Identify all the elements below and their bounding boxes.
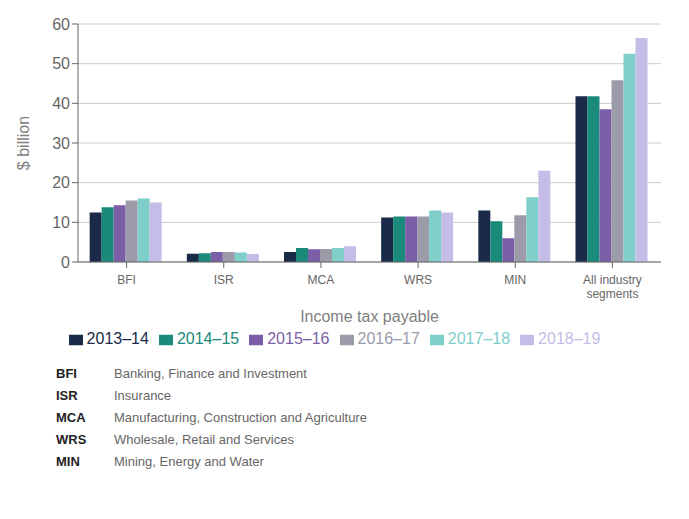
html-text:Manufacturing, Construction an: Manufacturing, Construction and Agricult…: [114, 410, 367, 425]
svg-text:All industrysegments: All industrysegments: [583, 273, 642, 301]
html-text:Wholesale, Retail and Services: Wholesale, Retail and Services: [114, 432, 294, 447]
svg-text:Income tax payable: Income tax payable: [300, 308, 439, 325]
svg-text:40: 40: [52, 95, 70, 112]
html-text:2018–19: 2018–19: [538, 330, 601, 347]
html-text:WRS: WRS: [56, 432, 87, 447]
svg-text:MIN: MIN: [504, 273, 526, 287]
html-text:MIN: MIN: [56, 454, 80, 469]
svg-text:MCA: MCA: [308, 273, 335, 287]
html-text:2015–16: 2015–16: [267, 330, 330, 347]
html-text:BFI: BFI: [56, 366, 77, 381]
svg-text:WRS: WRS: [404, 273, 432, 287]
html-text:ISR: ISR: [56, 388, 78, 403]
svg-text:30: 30: [52, 135, 70, 152]
html-text:MCA: MCA: [56, 410, 86, 425]
svg-text:10: 10: [52, 214, 70, 231]
svg-text:$ billion: $ billion: [15, 116, 32, 170]
html-text:Mining, Energy and Water: Mining, Energy and Water: [114, 454, 264, 469]
svg-text:BFI: BFI: [117, 273, 136, 287]
svg-text:ISR: ISR: [214, 273, 234, 287]
html-text:2016–17: 2016–17: [357, 330, 420, 347]
svg-text:50: 50: [52, 55, 70, 72]
html-text:2014–15: 2014–15: [176, 330, 240, 347]
svg-text:60: 60: [52, 16, 70, 33]
html-text:2013–14: 2013–14: [86, 330, 149, 347]
svg-text:20: 20: [52, 174, 70, 191]
svg-text:0: 0: [61, 254, 70, 271]
html-text:Banking, Finance and Investmen: Banking, Finance and Investment: [114, 366, 307, 381]
html-text:2017–18: 2017–18: [447, 330, 511, 347]
html-text:Insurance: Insurance: [114, 388, 172, 403]
